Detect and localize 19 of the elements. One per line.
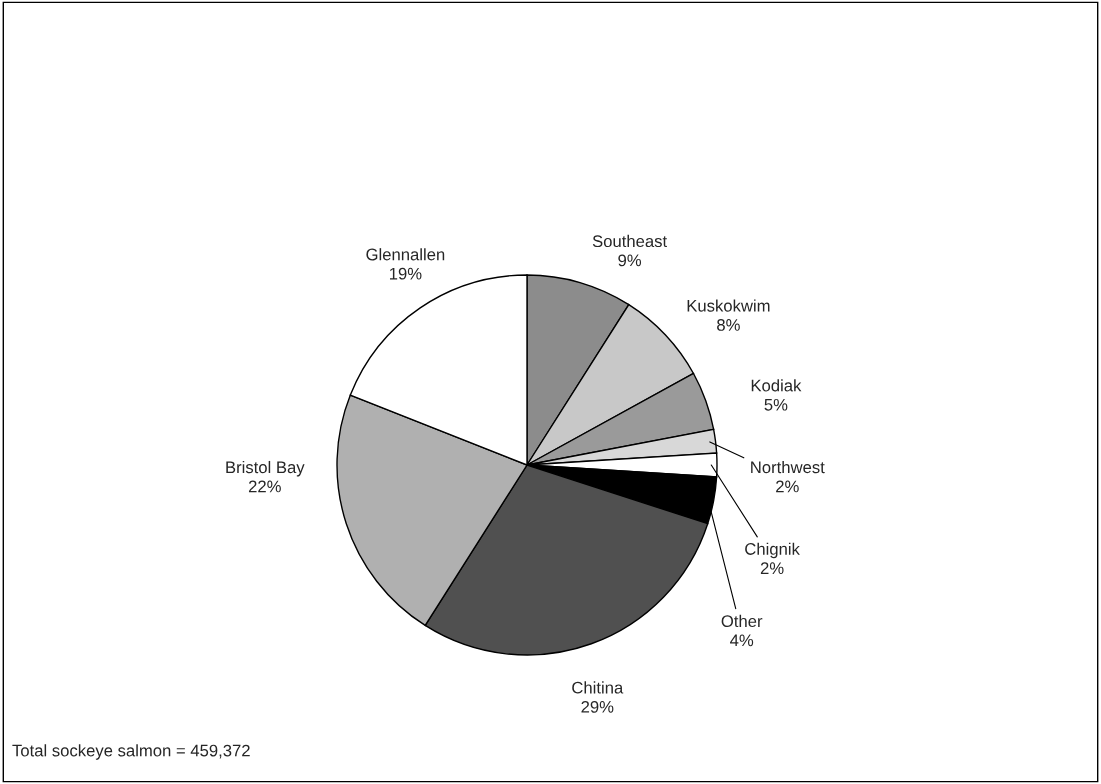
data-label: 2% <box>760 562 784 574</box>
slice-label: Kuskokwim <box>687 299 770 312</box>
slice-label: Kodiak <box>751 379 802 392</box>
slice-label: Northwest <box>751 460 825 474</box>
data-label: 22% <box>248 480 281 493</box>
data-label: 19% <box>389 267 422 280</box>
data-label: 4% <box>730 634 754 647</box>
data-label: 2% <box>776 480 799 493</box>
slice-label: Southeast <box>592 234 668 248</box>
slice-label: Chitina <box>572 681 624 694</box>
slice-label: Chignik <box>745 542 800 559</box>
data-label: 5% <box>764 398 788 411</box>
slice-label: Other <box>721 614 763 628</box>
data-label: 8% <box>717 319 740 331</box>
slice-label: Bristol Bay <box>226 460 305 477</box>
text: Total sockeye salmon = 459,372 <box>12 744 250 760</box>
data-label: 9% <box>618 254 642 267</box>
slice-label: Glennallen <box>366 248 445 261</box>
data-label: 29% <box>581 700 614 713</box>
